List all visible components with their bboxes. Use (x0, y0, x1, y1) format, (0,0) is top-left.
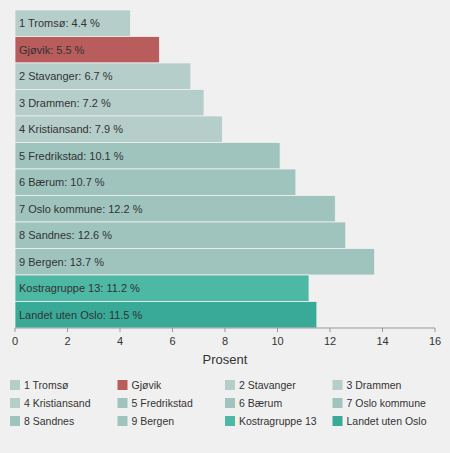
bars (15, 10, 375, 328)
data-label: 4 Kristiansand: 7.9 % (19, 123, 123, 135)
tick-label: 8 (222, 335, 228, 347)
chart-container: 1 Tromsø: 4.4 % Gjøvik: 5.5 % 2 Stavanger:… (0, 0, 450, 453)
tick-mark (67, 328, 68, 332)
legend-entry: Gjøvik (132, 379, 162, 391)
data-label: Landet uten Oslo: 11.5 % (19, 309, 143, 321)
bar (15, 249, 375, 276)
legend-entry: 6 Bærum (239, 397, 282, 409)
legend-entry: Landet uten Oslo (347, 415, 427, 427)
bar (15, 169, 296, 196)
bar (15, 10, 131, 37)
data-label: 5 Fredrikstad: 10.1 % (19, 150, 124, 162)
data-label: 1 Tromsø: 4.4 % (19, 17, 100, 29)
tick-mark (330, 328, 331, 332)
bar (15, 37, 159, 64)
legend: 1 Tromsø Gjøvik 2 Stavanger 3 Drammen 4 Kris… (10, 379, 427, 427)
data-label: 7 Oslo kommune: 12.2 % (19, 203, 143, 215)
tick-label: 12 (324, 335, 336, 347)
legend-swatch (225, 380, 235, 390)
tick-label: 14 (376, 335, 388, 347)
tick-label: 2 (64, 335, 70, 347)
chart-svg: 1 Tromsø: 4.4 % Gjøvik: 5.5 % 2 Stavanger:… (0, 0, 450, 453)
legend-swatch (10, 416, 20, 426)
bar (15, 222, 346, 249)
legend-swatch (333, 398, 343, 408)
legend-entry: 7 Oslo kommune (347, 397, 427, 409)
legend-swatch (10, 398, 20, 408)
tick-label: 4 (117, 335, 123, 347)
tick-mark (382, 328, 383, 332)
legend-entry: 5 Fredrikstad (132, 397, 193, 409)
data-label: 9 Bergen: 13.7 % (19, 256, 104, 268)
legend-swatch (333, 416, 343, 426)
legend-swatch (333, 380, 343, 390)
bar (15, 275, 309, 302)
legend-swatch (10, 380, 20, 390)
tick-mark (225, 328, 226, 332)
data-labels: 1 Tromsø: 4.4 % Gjøvik: 5.5 % 2 Stavanger:… (19, 17, 143, 321)
legend-swatch (118, 416, 128, 426)
bar (15, 116, 222, 143)
bar (15, 63, 191, 90)
legend-swatch (225, 398, 235, 408)
bar (15, 90, 204, 117)
bar (15, 302, 317, 329)
data-label: 6 Bærum: 10.7 % (19, 176, 105, 188)
legend-entry: 2 Stavanger (239, 379, 296, 391)
legend-entry: 1 Tromsø (24, 379, 69, 391)
x-axis: 0 2 4 6 8 10 12 14 16 (12, 328, 441, 347)
tick-mark (435, 328, 436, 332)
data-label: 8 Sandnes: 12.6 % (19, 229, 112, 241)
tick-label: 0 (12, 335, 18, 347)
legend-swatch (118, 398, 128, 408)
tick-label: 10 (271, 335, 283, 347)
data-label: 3 Drammen: 7.2 % (19, 97, 111, 109)
legend-entry: 3 Drammen (347, 379, 402, 391)
data-label: 2 Stavanger: 6.7 % (19, 70, 113, 82)
data-label: Gjøvik: 5.5 % (19, 44, 85, 56)
background (0, 0, 450, 453)
tick-label: 6 (169, 335, 175, 347)
axis-label: Prosent (203, 352, 248, 367)
legend-swatch (225, 416, 235, 426)
legend-entry: 9 Bergen (132, 415, 175, 427)
legend-entry: 8 Sandnes (24, 415, 74, 427)
data-label: Kostragruppe 13: 11.2 % (19, 282, 140, 294)
bar (15, 143, 280, 170)
tick-label: 16 (429, 335, 441, 347)
tick-mark (172, 328, 173, 332)
bar (15, 196, 335, 223)
tick-mark (120, 328, 121, 332)
tick-mark (15, 328, 16, 332)
legend-entry: 4 Kristiansand (24, 397, 91, 409)
tick-mark (277, 328, 278, 332)
legend-entry: Kostragruppe 13 (239, 415, 317, 427)
legend-swatch (118, 380, 128, 390)
